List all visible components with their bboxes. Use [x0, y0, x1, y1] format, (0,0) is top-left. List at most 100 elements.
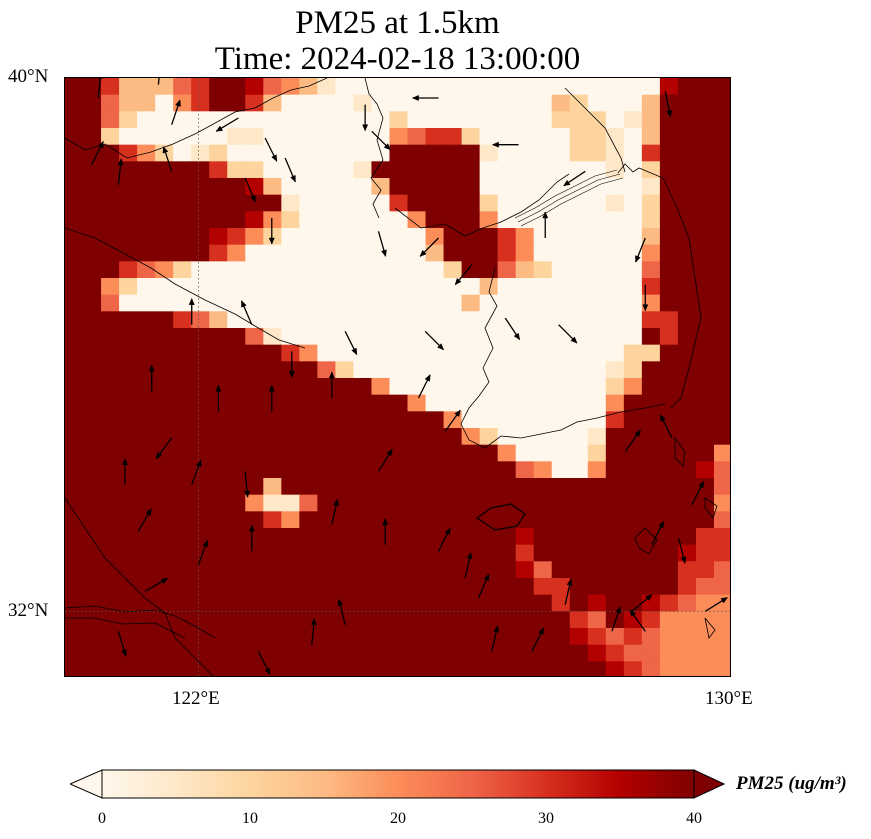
heatmap-cell [497, 628, 517, 646]
heatmap-cell [317, 261, 337, 279]
heatmap-cell [587, 294, 607, 312]
heatmap-cell [695, 428, 715, 446]
heatmap-cell [407, 94, 427, 112]
heatmap-cell [335, 644, 355, 662]
wind-arrow [244, 177, 256, 203]
heatmap-cell [479, 478, 499, 496]
heatmap-cell [173, 328, 192, 346]
heatmap-cell [407, 478, 427, 496]
heatmap-cell [659, 228, 679, 246]
heatmap-cell [101, 94, 120, 112]
heatmap-cell [695, 94, 715, 112]
heatmap-cell [407, 511, 427, 529]
heatmap-cell [299, 428, 318, 446]
heatmap-cell [659, 561, 679, 579]
heatmap-cell [479, 528, 499, 546]
graticule [65, 78, 730, 676]
heatmap-cell [479, 428, 499, 446]
heatmap-cell [587, 428, 607, 446]
heatmap-cell [713, 161, 730, 179]
heatmap-cell [677, 194, 697, 212]
heatmap-cell [317, 294, 337, 312]
heatmap-cell [227, 178, 246, 196]
heatmap-cell [389, 211, 409, 229]
heatmap-cell [335, 244, 355, 262]
wind-arrow [411, 95, 439, 101]
heatmap-cell [101, 561, 120, 579]
heatmap-cell [173, 394, 192, 412]
heatmap-cell [407, 628, 427, 646]
heatmap-cell [497, 361, 517, 379]
wind-arrow [377, 231, 387, 257]
heatmap-cell [443, 178, 463, 196]
heatmap-cell [515, 411, 535, 429]
heatmap-cell [407, 461, 427, 479]
colorbar-label: PM25 (ug/m³) [736, 773, 847, 794]
heatmap-cell [515, 178, 535, 196]
heatmap-cell [389, 161, 409, 179]
heatmap-cell [569, 344, 589, 362]
heatmap-cell [695, 144, 715, 162]
heatmap-cell [533, 178, 553, 196]
heatmap-cell [209, 111, 228, 129]
heatmap-cell [371, 378, 391, 396]
heatmap-cell [353, 344, 373, 362]
heatmap-cell [461, 528, 481, 546]
heatmap-cell [317, 311, 337, 329]
heatmap-cell [371, 428, 391, 446]
heatmap-cell [353, 161, 373, 179]
heatmap-cell [551, 411, 571, 429]
heatmap-cell [191, 528, 210, 546]
heatmap-cell [173, 78, 192, 96]
map-title-line-2: Time: 2024-02-18 13:00:00 [214, 41, 581, 77]
heatmap-cell [605, 461, 625, 479]
heatmap-cell [173, 594, 192, 612]
heatmap-cell [101, 178, 120, 196]
wind-arrow [188, 298, 195, 325]
wind-arrow [328, 371, 335, 398]
heatmap-cell [119, 461, 138, 479]
heatmap-cell [299, 311, 318, 329]
heatmap-cell [191, 311, 210, 329]
heatmap-cell [263, 494, 282, 512]
heatmap-cell [245, 394, 264, 412]
heatmap-cell [515, 128, 535, 146]
heatmap-cell [641, 344, 661, 362]
heatmap-cell [533, 161, 553, 179]
heatmap-cell [119, 244, 138, 262]
heatmap-cell [389, 278, 409, 296]
heatmap-cell [101, 228, 120, 246]
heatmap-cell [353, 294, 373, 312]
heatmap-cell [119, 194, 138, 212]
heatmap-cell [353, 128, 373, 146]
heatmap-cell [677, 594, 697, 612]
heatmap-cell [641, 511, 661, 529]
heatmap-cell [533, 111, 553, 129]
heatmap-cell [119, 594, 138, 612]
heatmap-cell [551, 528, 571, 546]
heatmap-cell [371, 161, 391, 179]
heatmap-cell [533, 411, 553, 429]
heatmap-cell [317, 594, 337, 612]
heatmap-cell [65, 411, 84, 429]
heatmap-cell [119, 528, 138, 546]
heatmap-cell [137, 494, 156, 512]
heatmap-cell [83, 461, 102, 479]
heatmap-cell [101, 611, 120, 629]
heatmap-cell [569, 244, 589, 262]
heatmap-cell [443, 194, 463, 212]
heatmap-cell [515, 661, 535, 676]
heatmap-cell [695, 211, 715, 229]
heatmap-cell [713, 278, 730, 296]
heatmap-cell [299, 278, 318, 296]
wind-arrow [257, 651, 271, 676]
heatmap-cell [371, 611, 391, 629]
heatmap-cell [281, 461, 300, 479]
heatmap-cell [515, 278, 535, 296]
heatmap-cell [227, 244, 246, 262]
heatmap-cell [533, 444, 553, 462]
heatmap-cell [317, 461, 337, 479]
heatmap-cell [695, 111, 715, 129]
heatmap-cell [461, 394, 481, 412]
heatmap-cell [101, 144, 120, 162]
